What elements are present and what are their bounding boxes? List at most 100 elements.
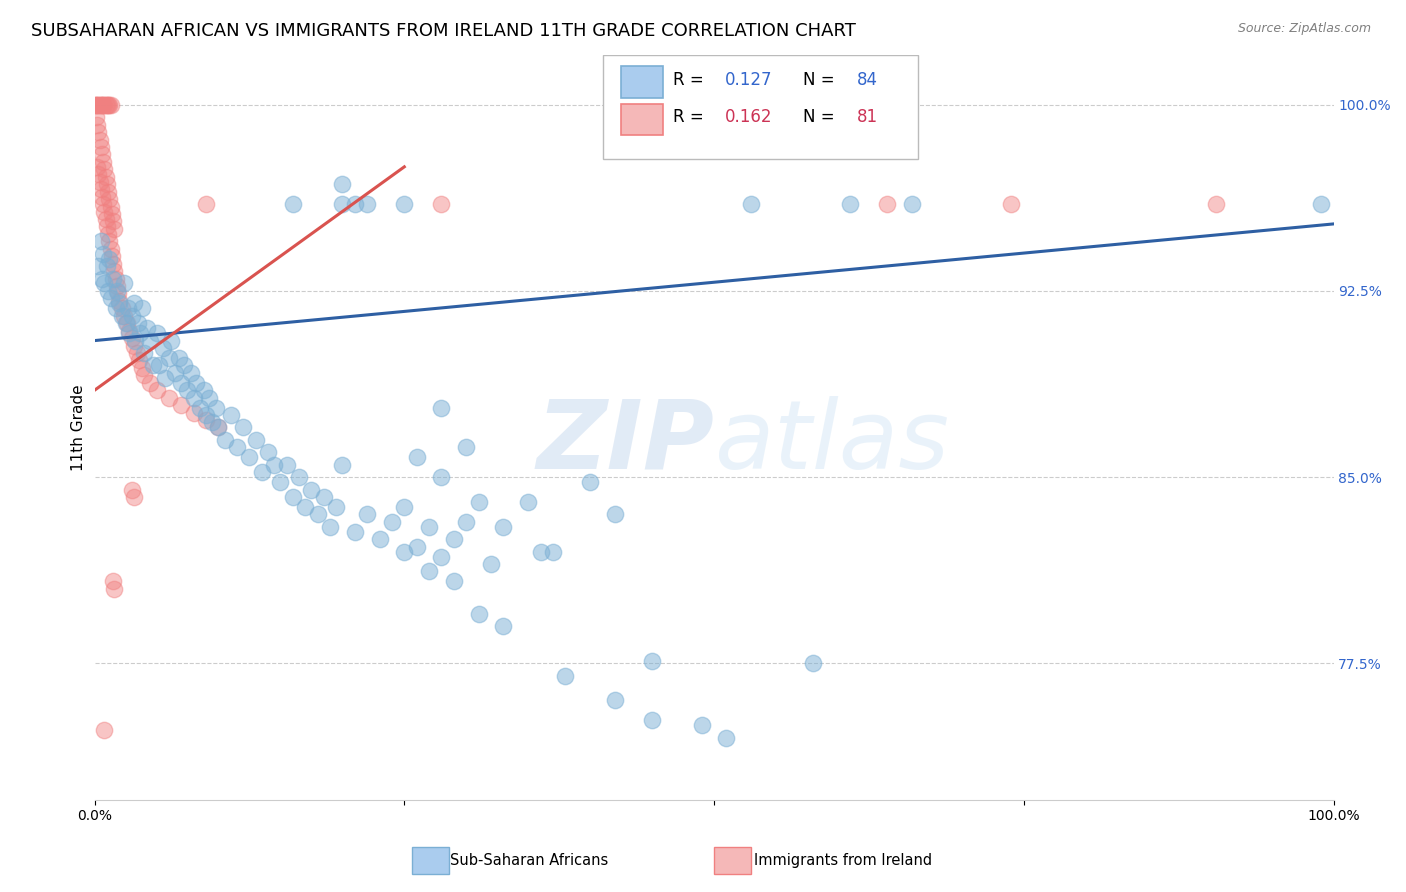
Point <box>214 433 236 447</box>
Point <box>188 401 211 415</box>
Point <box>87 97 110 112</box>
Point <box>443 574 465 589</box>
Point <box>87 259 110 273</box>
FancyBboxPatch shape <box>621 103 664 135</box>
Point <box>205 401 228 415</box>
Point <box>134 368 156 383</box>
Point <box>180 366 202 380</box>
Point <box>281 490 304 504</box>
Point <box>100 200 122 214</box>
Point <box>108 296 131 310</box>
Point <box>93 277 115 291</box>
Point <box>238 450 260 465</box>
Point <box>167 351 190 365</box>
Text: Immigrants from Ireland: Immigrants from Ireland <box>754 854 932 868</box>
Point <box>90 182 112 196</box>
Point <box>118 324 141 338</box>
Point <box>112 277 135 291</box>
Point <box>98 235 121 249</box>
Point <box>1310 197 1333 211</box>
Point <box>430 470 453 484</box>
Point <box>319 520 342 534</box>
Point <box>245 433 267 447</box>
Point <box>134 346 156 360</box>
Point <box>165 366 187 380</box>
Point <box>195 413 218 427</box>
Point <box>876 197 898 211</box>
Point <box>112 309 135 323</box>
Point <box>89 175 111 189</box>
Point <box>467 495 489 509</box>
Point <box>124 334 146 348</box>
Point <box>394 500 416 514</box>
Text: R =: R = <box>673 70 709 88</box>
Point <box>197 391 219 405</box>
Point <box>492 520 515 534</box>
Text: 84: 84 <box>856 70 877 88</box>
Point <box>100 97 122 112</box>
Point <box>135 321 157 335</box>
Point <box>104 301 127 316</box>
Point <box>94 169 117 184</box>
Point <box>418 520 440 534</box>
Point <box>101 207 124 221</box>
Point <box>101 257 124 271</box>
Point <box>97 227 120 241</box>
Point <box>96 178 118 192</box>
Point <box>93 204 115 219</box>
Point <box>257 445 280 459</box>
Point <box>97 284 120 298</box>
Point <box>579 475 602 489</box>
Point <box>139 334 162 348</box>
Point <box>125 346 148 360</box>
Point <box>456 440 478 454</box>
Point <box>142 359 165 373</box>
Point <box>103 264 125 278</box>
Point <box>740 197 762 211</box>
Point <box>394 197 416 211</box>
Point <box>307 508 329 522</box>
Point <box>105 279 128 293</box>
Point <box>325 500 347 514</box>
Point <box>368 532 391 546</box>
Point <box>193 383 215 397</box>
Point <box>418 565 440 579</box>
Point <box>91 97 114 112</box>
Text: SUBSAHARAN AFRICAN VS IMMIGRANTS FROM IRELAND 11TH GRADE CORRELATION CHART: SUBSAHARAN AFRICAN VS IMMIGRANTS FROM IR… <box>31 22 856 40</box>
Point <box>641 714 664 728</box>
Point <box>250 465 273 479</box>
Point <box>104 271 127 285</box>
Point <box>90 235 112 249</box>
Point <box>114 316 136 330</box>
Point <box>479 557 502 571</box>
Point <box>111 309 134 323</box>
Point <box>195 408 218 422</box>
Point <box>332 178 354 192</box>
Point <box>312 490 335 504</box>
Point <box>97 97 120 112</box>
Text: Source: ZipAtlas.com: Source: ZipAtlas.com <box>1237 22 1371 36</box>
Point <box>176 383 198 397</box>
Point <box>91 97 114 112</box>
Text: Sub-Saharan Africans: Sub-Saharan Africans <box>450 854 609 868</box>
Point <box>332 197 354 211</box>
Point <box>96 259 118 273</box>
Point <box>89 132 111 146</box>
Point <box>86 118 108 132</box>
Point <box>641 654 664 668</box>
Point <box>430 401 453 415</box>
Text: N =: N = <box>803 70 841 88</box>
Point <box>160 334 183 348</box>
Point <box>131 360 153 375</box>
Point <box>430 549 453 564</box>
Point <box>152 341 174 355</box>
Text: 0.162: 0.162 <box>725 108 773 126</box>
Point <box>83 97 105 112</box>
Point <box>115 316 138 330</box>
Point <box>554 668 576 682</box>
Point <box>801 657 824 671</box>
Text: 81: 81 <box>856 108 877 126</box>
Point <box>269 475 291 489</box>
Point <box>343 524 366 539</box>
Point <box>299 483 322 497</box>
